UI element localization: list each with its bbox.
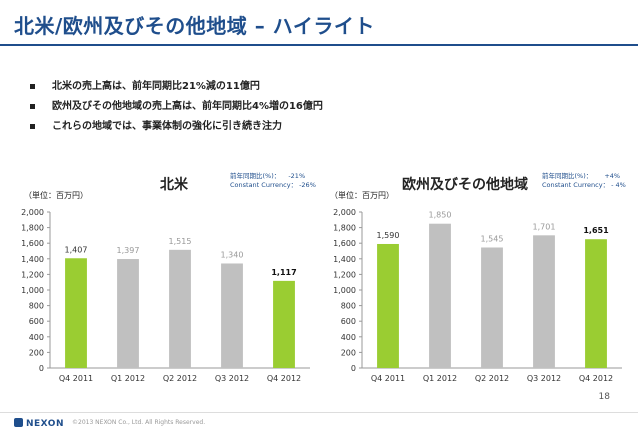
cc-value: -26%: [299, 181, 316, 189]
yoy-value: -21%: [288, 172, 306, 180]
y-tick-label: 1,000: [21, 286, 44, 295]
chart-title: 北米: [160, 177, 188, 193]
chart-title: 欧州及びその他地域: [402, 177, 528, 193]
logo-text: NEXON: [26, 419, 64, 429]
bar: [221, 263, 243, 368]
yoy-label: 前年同期比(%)：: [230, 172, 281, 180]
y-tick-label: 600: [29, 317, 44, 326]
bar: [65, 258, 87, 368]
y-tick-label: 1,200: [21, 270, 44, 279]
y-tick-label: 1,800: [21, 224, 44, 233]
y-tick-label: 1,400: [333, 255, 356, 264]
bar: [429, 223, 451, 368]
bar: [117, 259, 139, 368]
x-tick-label: Q1 2012: [423, 374, 457, 383]
logo-mark-icon: [14, 418, 23, 427]
bullet-item: これらの地域では、事業体制の強化に引き続き注力: [30, 120, 323, 140]
nexon-logo: NEXON: [14, 418, 64, 429]
y-tick-label: 0: [351, 364, 356, 373]
footer-divider: [0, 412, 638, 413]
bar-plot: 0 200 400 600 800 1,000 1,200 1,400 1,600 1,800 2,…: [21, 208, 310, 383]
europe-other-chart: 欧州及びその他地域 （単位：百万円） 前年同期比(%)： +4% Constan…: [322, 160, 628, 390]
y-tick-label: 1,600: [21, 239, 44, 248]
north-america-chart: 北米 （単位：百万円） 前年同期比(%)： -21% Constant Curr…: [10, 160, 316, 390]
y-tick-label: 800: [341, 302, 356, 311]
y-tick-label: 2,000: [333, 208, 356, 217]
yoy-info: 前年同期比(%)： -21% Constant Currency： -26%: [230, 172, 316, 190]
bar: [585, 239, 607, 368]
cc-value: - 4%: [611, 181, 626, 189]
y-tick-label: 1,600: [333, 239, 356, 248]
x-tick-label: Q1 2012: [111, 374, 145, 383]
bar: [273, 280, 295, 368]
unit-label: （単位：百万円）: [24, 191, 88, 200]
y-tick-label: 200: [341, 348, 356, 357]
x-tick-label: Q2 2012: [475, 374, 509, 383]
bar-value-label: 1,701: [533, 222, 556, 231]
x-tick-label: Q2 2012: [163, 374, 197, 383]
title-rule: [0, 44, 638, 46]
bar-value-label: 1,340: [221, 250, 244, 259]
bar: [169, 249, 191, 368]
x-tick-label: Q3 2012: [527, 374, 561, 383]
bar-value-label: 1,545: [481, 234, 504, 243]
y-tick-label: 800: [29, 302, 44, 311]
bullet-item: 欧州及びその他地域の売上高は、前年同期比4%増の16億円: [30, 100, 323, 120]
cc-label: Constant Currency：: [230, 181, 298, 189]
bullet-item: 北米の売上高は、前年同期比21%減の11億円: [30, 80, 323, 100]
bar: [377, 243, 399, 368]
yoy-value: +4%: [604, 172, 621, 180]
y-tick-label: 400: [341, 333, 356, 342]
yoy-label: 前年同期比(%)：: [542, 172, 593, 180]
y-tick-label: 1,200: [333, 270, 356, 279]
bar-value-label: 1,651: [583, 226, 609, 235]
x-tick-label: Q4 2011: [59, 374, 93, 383]
y-tick-label: 200: [29, 348, 44, 357]
bar-value-label: 1,407: [65, 245, 88, 254]
cc-label: Constant Currency：: [542, 181, 610, 189]
highlight-bullets: 北米の売上高は、前年同期比21%減の11億円 欧州及びその他地域の売上高は、前年…: [30, 80, 323, 140]
y-tick-label: 2,000: [21, 208, 44, 217]
page-title: 北米/欧州及びその他地域 – ハイライト: [14, 14, 375, 38]
yoy-info: 前年同期比(%)： +4% Constant Currency： - 4%: [542, 172, 626, 190]
y-tick-label: 1,000: [333, 286, 356, 295]
unit-label: （単位：百万円）: [330, 191, 394, 200]
bar: [481, 247, 503, 368]
bar-plot: 0 200 400 600 800 1,000 1,200 1,400 1,600 1,800 2,…: [333, 208, 622, 383]
bar: [533, 235, 555, 368]
y-tick-label: 400: [29, 333, 44, 342]
page-number: 18: [598, 392, 610, 402]
x-tick-label: Q3 2012: [215, 374, 249, 383]
y-tick-label: 0: [39, 364, 44, 373]
bar-value-label: 1,397: [117, 246, 140, 255]
y-tick-label: 1,400: [21, 255, 44, 264]
y-tick-label: 1,800: [333, 224, 356, 233]
x-tick-label: Q4 2011: [371, 374, 405, 383]
y-tick-label: 600: [341, 317, 356, 326]
copyright: ©2013 NEXON Co., Ltd. All Rights Reserve…: [72, 419, 206, 426]
x-tick-label: Q4 2012: [579, 374, 613, 383]
bar-value-label: 1,590: [377, 231, 400, 240]
bar-value-label: 1,515: [169, 237, 192, 246]
bar-value-label: 1,117: [271, 268, 296, 277]
x-tick-label: Q4 2012: [267, 374, 301, 383]
bar-value-label: 1,850: [429, 211, 452, 220]
